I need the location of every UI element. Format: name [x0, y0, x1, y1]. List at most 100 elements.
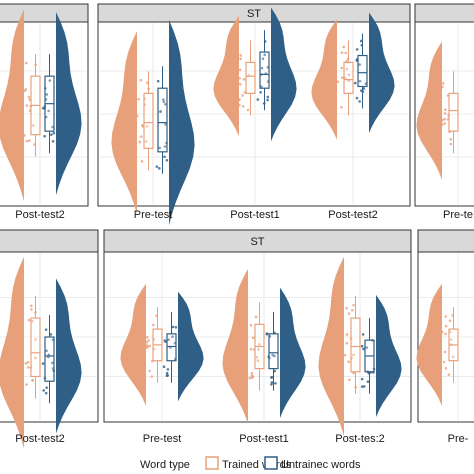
box [30, 317, 41, 378]
data-point [24, 362, 28, 365]
data-point [256, 359, 260, 363]
data-point [162, 98, 165, 102]
x-tick-label: Pre- [448, 433, 469, 445]
data-point [443, 112, 447, 115]
data-point [45, 386, 48, 389]
data-point [366, 380, 370, 384]
data-point [350, 308, 354, 312]
data-point [145, 344, 149, 347]
violin-trained [111, 31, 137, 215]
panel-top-left: Post-test2 [0, 3, 89, 221]
legend-key-untrained [264, 456, 278, 470]
data-point [340, 66, 343, 70]
data-point [250, 371, 254, 375]
data-point [44, 328, 48, 331]
data-point [444, 366, 448, 370]
data-point [443, 122, 447, 125]
data-point [51, 139, 55, 143]
data-point [34, 356, 37, 360]
data-point [45, 349, 48, 353]
data-point [135, 114, 139, 118]
data-point [345, 67, 349, 71]
data-point [263, 53, 266, 57]
x-tick-label: Pre-test [143, 433, 182, 445]
box [245, 61, 256, 94]
data-point [251, 336, 255, 340]
data-point [344, 51, 347, 55]
data-point [441, 85, 444, 89]
data-point [158, 167, 161, 170]
data-point [241, 94, 244, 97]
facet-strip [417, 229, 474, 253]
facet-strip [0, 3, 89, 23]
data-point [163, 155, 166, 159]
data-point [31, 319, 34, 323]
data-point [41, 362, 45, 365]
violin-untrained [376, 294, 402, 418]
violin-untrained [369, 12, 395, 133]
data-point [451, 355, 455, 359]
data-point [336, 80, 340, 84]
violin-trained [213, 15, 239, 137]
data-point [25, 139, 29, 143]
data-point [158, 146, 162, 150]
data-point [444, 324, 448, 328]
data-point [248, 376, 252, 380]
data-point [358, 79, 362, 83]
data-point [345, 333, 349, 336]
data-point [138, 140, 142, 144]
data-point [239, 54, 243, 57]
data-point [254, 315, 258, 319]
data-point [167, 338, 170, 341]
data-point [352, 303, 355, 307]
data-point [360, 344, 364, 348]
x-tick-label: Post-test2 [328, 209, 378, 221]
data-point [156, 79, 160, 83]
data-point [345, 341, 349, 345]
data-point [256, 98, 260, 101]
x-tick-label: Post-test1 [230, 209, 280, 221]
data-point [340, 51, 344, 54]
data-point [359, 39, 363, 43]
panel-top-middle: ST Pre-test Post-test1 Post-test2 [97, 3, 411, 226]
data-point [444, 315, 447, 318]
box [143, 92, 154, 150]
violin-trained [0, 9, 24, 202]
data-point [42, 389, 45, 392]
data-point [148, 344, 152, 348]
data-point [43, 134, 46, 138]
data-point [257, 348, 260, 351]
legend: Word type Trained words Untrainec words [140, 456, 361, 471]
data-point [441, 82, 445, 85]
data-point [347, 312, 351, 315]
data-point [358, 63, 362, 66]
violin-untrained [169, 19, 195, 226]
data-point [449, 338, 453, 341]
data-point [144, 140, 148, 143]
violin-trained [222, 268, 248, 424]
data-point [443, 350, 447, 354]
data-point [165, 158, 169, 162]
data-point [145, 336, 149, 339]
data-point [441, 123, 444, 126]
data-point [352, 371, 355, 375]
data-point [340, 105, 343, 109]
violin-trained [416, 283, 442, 406]
data-point [342, 45, 345, 49]
data-point [171, 325, 175, 329]
legend-title: Word type [140, 459, 190, 471]
box [357, 54, 368, 88]
data-point [145, 341, 148, 344]
violin-untrained [280, 287, 306, 418]
data-point [41, 106, 45, 110]
data-point [174, 325, 178, 329]
data-point [165, 374, 169, 378]
data-point [353, 81, 357, 85]
data-point [51, 125, 54, 129]
data-point [258, 343, 261, 346]
data-point [139, 78, 143, 82]
data-point [159, 110, 162, 113]
data-point [348, 378, 351, 382]
facet-strip-label: ST [250, 236, 264, 248]
